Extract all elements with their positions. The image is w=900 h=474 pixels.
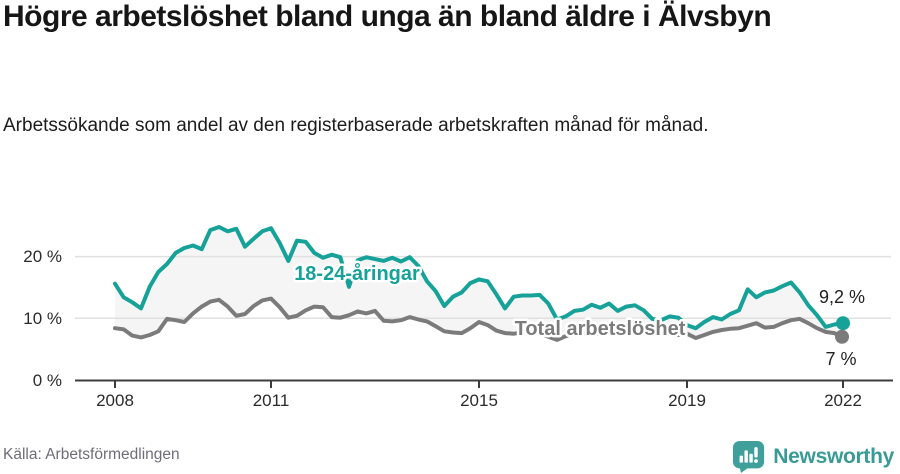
- youth-end-dot: [836, 316, 851, 331]
- youth-series-label: 18-24-åringar: [294, 262, 420, 285]
- y-tick-10: 10 %: [23, 309, 62, 328]
- x-tick-2011: 2011: [253, 391, 290, 410]
- source-credit: Källa: Arbetsförmedlingen: [3, 446, 180, 463]
- x-tick-2015: 2015: [460, 391, 498, 410]
- y-tick-0: 0 %: [33, 371, 62, 390]
- x-tick-2008: 2008: [96, 391, 134, 410]
- x-tick-2019: 2019: [668, 391, 706, 410]
- newsworthy-bubble-icon: [733, 440, 765, 474]
- total-end-dot: [835, 329, 850, 344]
- youth-end-value: 9,2 %: [819, 287, 865, 307]
- y-tick-20: 20 %: [23, 247, 62, 266]
- page-title: Högre arbetslöshet bland unga än bland ä…: [3, 0, 772, 33]
- newsworthy-logo-text: Newsworthy: [773, 445, 894, 468]
- youth-series-line: [113, 225, 845, 331]
- total-end-value: 7 %: [825, 349, 856, 369]
- chart-subtitle: Arbetssökande som andel av den registerb…: [3, 115, 709, 136]
- total-series-line: [113, 296, 845, 342]
- total-series-label: Total arbetslöshet: [515, 318, 686, 340]
- x-axis: [75, 379, 893, 388]
- x-tick-2022: 2022: [824, 391, 862, 410]
- band-between-series: [115, 227, 843, 340]
- newsworthy-logo: Newsworthy: [732, 440, 894, 474]
- gridlines: [75, 255, 891, 320]
